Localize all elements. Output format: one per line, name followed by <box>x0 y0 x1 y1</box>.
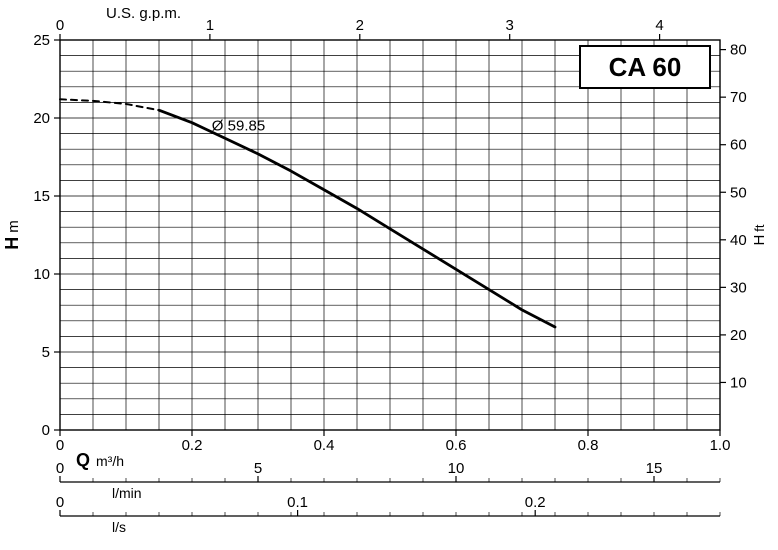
svg-text:0.6: 0.6 <box>446 437 467 454</box>
svg-text:40: 40 <box>730 232 747 249</box>
svg-text:10: 10 <box>730 374 747 391</box>
svg-text:20: 20 <box>730 327 747 344</box>
svg-text:15: 15 <box>646 460 663 477</box>
chart-svg: 0510152025Hm1020304050607080Hft01234U.S.… <box>0 0 778 550</box>
svg-text:Qm³/h: Qm³/h <box>76 450 124 470</box>
svg-text:5: 5 <box>42 344 50 361</box>
svg-text:4: 4 <box>655 17 663 34</box>
svg-text:2: 2 <box>356 17 364 34</box>
svg-text:Hft: Hft <box>751 224 768 245</box>
svg-text:0: 0 <box>56 17 64 34</box>
svg-text:l/min: l/min <box>112 485 142 501</box>
svg-text:0.1: 0.1 <box>287 494 308 511</box>
svg-text:60: 60 <box>730 137 747 154</box>
svg-text:U.S. g.p.m.: U.S. g.p.m. <box>106 5 181 22</box>
svg-text:0: 0 <box>56 460 64 477</box>
svg-text:0: 0 <box>42 422 50 439</box>
svg-text:0.2: 0.2 <box>182 437 203 454</box>
svg-text:15: 15 <box>33 188 50 205</box>
svg-text:10: 10 <box>448 460 465 477</box>
svg-text:l/s: l/s <box>112 519 126 535</box>
pump-curve-chart: 0510152025Hm1020304050607080Hft01234U.S.… <box>0 0 778 550</box>
svg-text:0: 0 <box>56 437 64 454</box>
svg-text:20: 20 <box>33 110 50 127</box>
svg-text:5: 5 <box>254 460 262 477</box>
svg-text:Ø 59.85: Ø 59.85 <box>212 117 265 134</box>
svg-text:50: 50 <box>730 184 747 201</box>
svg-text:0.2: 0.2 <box>525 494 546 511</box>
svg-text:25: 25 <box>33 32 50 49</box>
svg-text:0.4: 0.4 <box>314 437 335 454</box>
svg-text:80: 80 <box>730 42 747 59</box>
svg-text:0: 0 <box>56 494 64 511</box>
svg-text:10: 10 <box>33 266 50 283</box>
svg-text:30: 30 <box>730 279 747 296</box>
svg-text:CA 60: CA 60 <box>609 52 682 82</box>
svg-text:3: 3 <box>506 17 514 34</box>
svg-text:0.8: 0.8 <box>578 437 599 454</box>
svg-text:1.0: 1.0 <box>710 437 731 454</box>
svg-text:1: 1 <box>206 17 214 34</box>
svg-text:Hm: Hm <box>2 220 22 250</box>
svg-text:70: 70 <box>730 89 747 106</box>
